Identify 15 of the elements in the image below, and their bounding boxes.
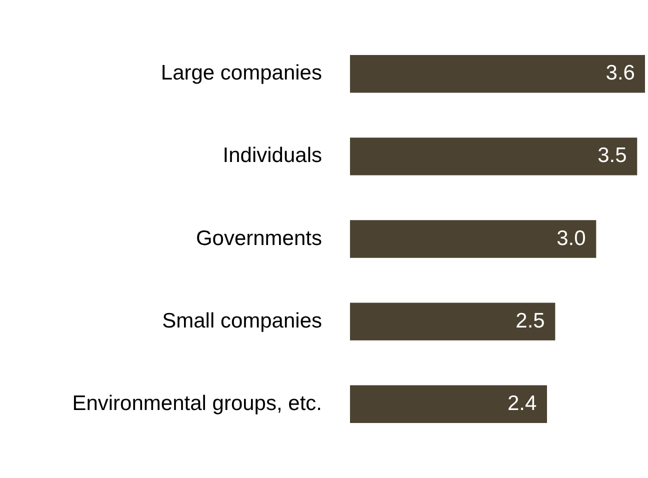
y-tick-label: Small companies [162, 309, 322, 332]
bar [350, 220, 596, 258]
bar [350, 138, 638, 176]
bar [350, 55, 645, 93]
bar [350, 385, 547, 423]
y-tick-label: Governments [196, 226, 322, 250]
data-label: 2.4 [507, 392, 537, 415]
y-tick-label: Large companies [160, 62, 322, 85]
y-tick-label: Environmental groups, etc. [72, 392, 322, 415]
data-label: 3.6 [606, 62, 635, 85]
bar [350, 302, 556, 340]
y-tick-label: Individuals [222, 144, 322, 168]
data-label: 3.5 [598, 144, 627, 168]
data-label: 3.0 [556, 226, 586, 250]
data-label: 2.5 [516, 309, 545, 332]
